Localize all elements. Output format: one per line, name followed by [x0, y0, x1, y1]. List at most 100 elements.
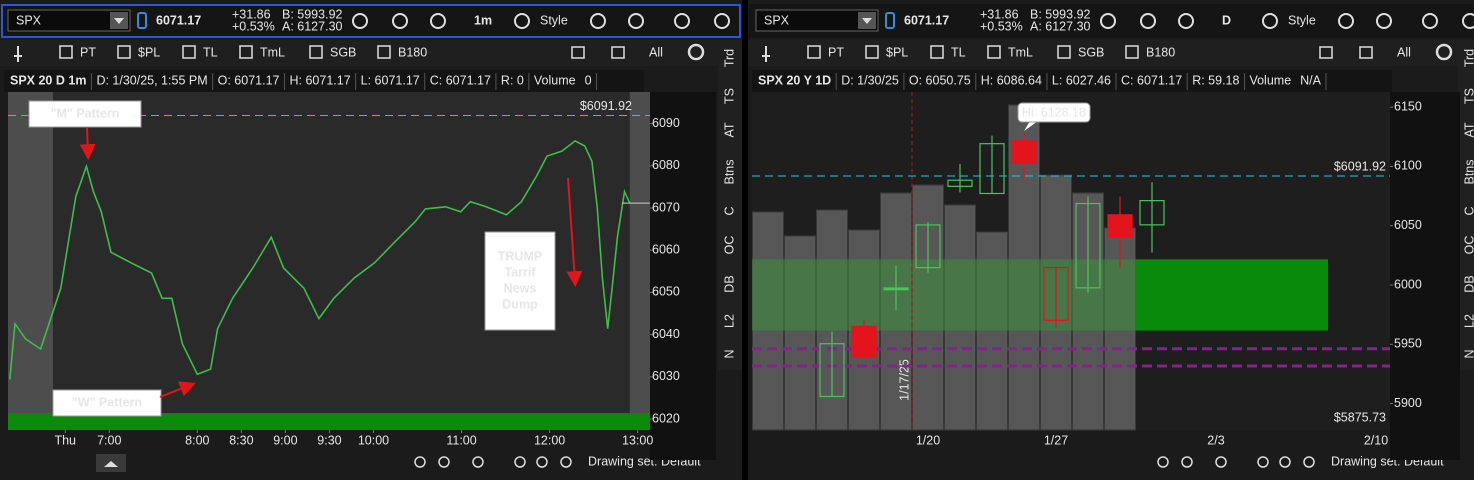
tool-icon[interactable] [309, 45, 323, 59]
toolbar-icon[interactable] [392, 13, 408, 29]
tool-label[interactable]: PT [80, 45, 96, 59]
toolbar-icon[interactable] [352, 13, 368, 29]
side-tab[interactable]: C [722, 206, 736, 215]
tool-icon[interactable] [117, 45, 131, 59]
toolbar-icon[interactable] [430, 13, 446, 29]
footer-icon[interactable] [438, 456, 450, 468]
side-tab[interactable]: AT [722, 122, 736, 137]
tool-icon[interactable] [239, 45, 253, 59]
side-tab[interactable]: Trd [722, 49, 736, 67]
tool-label[interactable]: TmL [260, 45, 285, 59]
price-axis [1390, 92, 1460, 460]
tool-icon[interactable] [59, 45, 73, 59]
tool-label[interactable]: TL [951, 45, 966, 59]
footer-icon[interactable] [1257, 456, 1269, 468]
info-item: SPX 20 D 1m [10, 73, 86, 87]
layout-icon[interactable] [1319, 46, 1333, 59]
footer-icon[interactable] [1279, 456, 1291, 468]
footer-icon[interactable] [1157, 456, 1169, 468]
layout-icon[interactable] [611, 46, 625, 59]
toolbar-icon[interactable] [514, 13, 530, 29]
footer-icon[interactable] [1303, 456, 1315, 468]
x-tick-label: 11:00 [446, 433, 476, 447]
toolbar-icon[interactable] [1100, 13, 1116, 29]
footer-icon[interactable] [1215, 456, 1227, 468]
all-label[interactable]: All [1397, 45, 1411, 59]
tool-icon[interactable] [807, 45, 821, 59]
tool-label[interactable]: $PL [138, 45, 160, 59]
tool-label[interactable]: B180 [1146, 45, 1175, 59]
x-tick-label: 12:00 [534, 433, 565, 447]
side-tabs [1458, 40, 1474, 370]
toolbar-icon[interactable] [1338, 13, 1354, 29]
tool-icon[interactable] [377, 45, 391, 59]
side-tab[interactable]: TS [722, 88, 736, 104]
tool-label[interactable]: B180 [398, 45, 427, 59]
toolbar-icon[interactable] [674, 13, 690, 29]
side-tab[interactable]: DB [1462, 275, 1474, 292]
tool-icon[interactable] [182, 45, 196, 59]
toolbar-icon[interactable] [1262, 13, 1278, 29]
quote-icon [885, 12, 895, 29]
ask: A: 6127.30 [1030, 19, 1091, 33]
hi-pointer [1024, 121, 1038, 132]
tool-label[interactable]: PT [828, 45, 844, 59]
toolbar-icon[interactable] [590, 13, 606, 29]
footer-icon[interactable] [1181, 456, 1193, 468]
toolbar-icon[interactable] [1462, 13, 1474, 29]
toolbar-icon[interactable] [1140, 13, 1156, 29]
layout-icon[interactable] [571, 46, 585, 59]
candle-body [1139, 200, 1165, 226]
tool-label[interactable]: $PL [886, 45, 908, 59]
tool-label[interactable]: TL [203, 45, 218, 59]
tool-icon[interactable] [865, 45, 879, 59]
settings-icon[interactable] [1435, 43, 1453, 61]
y-tick-label: 6050 [652, 285, 680, 299]
footer-icon[interactable] [514, 456, 526, 468]
tool-label[interactable]: TmL [1008, 45, 1033, 59]
symbol-box[interactable] [7, 9, 131, 32]
dropdown-arrow [862, 18, 872, 24]
side-tab[interactable]: Trd [1462, 49, 1474, 67]
footer-icon[interactable] [536, 456, 548, 468]
toolbar-icon[interactable] [1422, 13, 1438, 29]
toolbar-icon[interactable] [628, 13, 644, 29]
tool-icon[interactable] [1125, 45, 1139, 59]
settings-icon[interactable] [687, 43, 705, 61]
side-tab[interactable]: DB [722, 275, 736, 292]
footer-icon[interactable] [414, 456, 426, 468]
interval[interactable]: D [1222, 13, 1231, 27]
info-item: D: 1/30/25 [841, 73, 899, 87]
footer-icon[interactable] [472, 456, 484, 468]
side-tab[interactable]: Btns [1462, 159, 1474, 184]
x-tick-label: 1/20 [916, 433, 940, 447]
interval[interactable]: 1m [474, 13, 492, 27]
footer-icon[interactable] [560, 456, 572, 468]
candle-body [851, 325, 877, 358]
side-tab[interactable]: N [722, 349, 736, 358]
side-tab[interactable]: C [1462, 206, 1474, 215]
tool-label[interactable]: SGB [1078, 45, 1104, 59]
side-tab[interactable]: OC [1462, 236, 1474, 255]
info-item: SPX 20 Y 1D [758, 73, 831, 87]
side-tab[interactable]: OC [722, 236, 736, 255]
side-tab[interactable]: L2 [1462, 314, 1474, 328]
tool-icon[interactable] [1057, 45, 1071, 59]
all-label[interactable]: All [649, 45, 663, 59]
side-tab[interactable]: L2 [722, 314, 736, 328]
tool-label[interactable]: SGB [330, 45, 356, 59]
side-tab[interactable]: TS [1462, 88, 1474, 104]
style-menu[interactable]: Style [1288, 13, 1316, 27]
tool-icon[interactable] [930, 45, 944, 59]
info-item: O: 6050.75 [909, 73, 971, 87]
style-menu[interactable]: Style [540, 13, 568, 27]
layout-icon[interactable] [1359, 46, 1373, 59]
toolbar-icon[interactable] [1376, 13, 1392, 29]
symbol-box[interactable] [755, 9, 879, 32]
toolbar-icon[interactable] [1178, 13, 1194, 29]
side-tab[interactable]: N [1462, 349, 1474, 358]
toolbar-icon[interactable] [714, 13, 730, 29]
side-tab[interactable]: Btns [722, 159, 736, 184]
side-tab[interactable]: AT [1462, 122, 1474, 137]
tool-icon[interactable] [987, 45, 1001, 59]
